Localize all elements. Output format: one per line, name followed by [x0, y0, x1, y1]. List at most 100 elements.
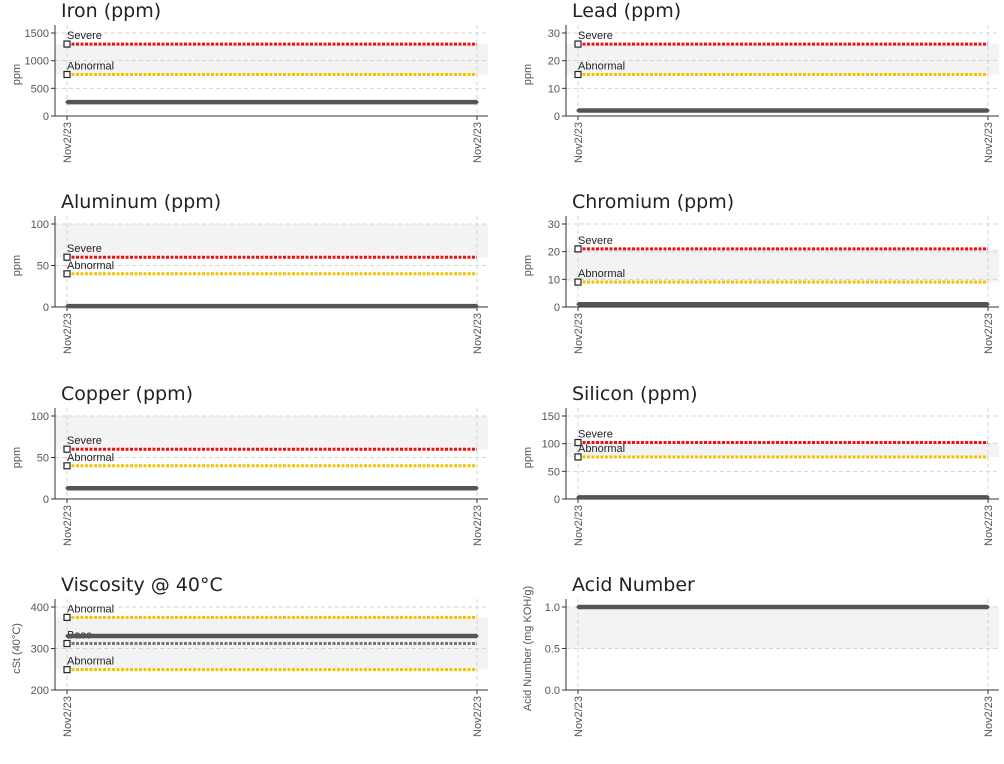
y-tick-label: 50	[37, 453, 49, 465]
y-tick-label: 1000	[25, 56, 49, 68]
chart-svg: 0 50 100 ppm Nov2/23 Nov2/23 Severe Abnormal	[11, 408, 488, 546]
data-point	[986, 108, 990, 112]
limit-band	[55, 416, 488, 450]
limit-marker	[63, 462, 71, 470]
data-point	[65, 634, 69, 638]
x-tick-label: Nov2/23	[472, 122, 484, 163]
x-tick-label: Nov2/23	[983, 122, 995, 163]
y-tick-label: 300	[31, 644, 49, 656]
y-tick-label: 50	[37, 261, 49, 273]
x-tick-label: Nov2/23	[472, 313, 484, 354]
y-tick-label: 0	[554, 494, 560, 506]
limit-label: Abnormal	[578, 443, 625, 455]
y-tick-label: 30	[548, 28, 560, 40]
chart-svg: 0 500 1000 1500 ppm Nov2/23 Nov2/23 Severe Abnor…	[11, 25, 488, 163]
x-tick-label: Nov2/23	[573, 505, 585, 546]
chart-panel: Chromium (ppm) 0 10 20 30 ppm Nov2/23 Nov2/23 Se…	[511, 191, 1004, 381]
y-tick-label: 0	[43, 302, 49, 314]
chart-panel: Viscosity @ 40°C 200 300 400 cSt (40°C) Nov2/…	[0, 574, 500, 764]
y-tick-label: 20	[548, 247, 560, 259]
chart-svg: 0 10 20 30 ppm Nov2/23 Nov2/23 Severe Abnormal	[522, 216, 999, 354]
y-tick-label: 0.5	[545, 644, 560, 656]
chart-panel: Aluminum (ppm) 0 50 100 ppm Nov2/23 Nov2/23 Sev…	[0, 191, 500, 381]
chart-svg: 0 50 100 150 ppm Nov2/23 Nov2/23 Severe Abnormal	[522, 408, 999, 546]
y-tick-label: 10	[548, 83, 560, 95]
x-tick-label: Nov2/23	[62, 122, 74, 163]
chart-panel: Copper (ppm) 0 50 100 ppm Nov2/23 Nov2/23 Sever…	[0, 383, 500, 573]
x-tick-label: Nov2/23	[472, 696, 484, 737]
y-tick-label: 100	[542, 439, 560, 451]
limit-label: Severe	[578, 30, 613, 42]
x-tick-label: Nov2/23	[983, 505, 995, 546]
y-tick-label: 0	[554, 302, 560, 314]
x-tick-label: Nov2/23	[573, 122, 585, 163]
y-tick-label: 100	[31, 411, 49, 423]
limit-label: Severe	[578, 429, 613, 441]
x-tick-label: Nov2/23	[62, 696, 74, 737]
chart-title: Iron (ppm)	[61, 0, 162, 22]
chart-title: Viscosity @ 40°C	[61, 574, 223, 596]
y-tick-label: 400	[31, 602, 49, 614]
limit-label: Severe	[67, 243, 102, 255]
y-tick-label: 1.0	[545, 602, 560, 614]
limit-marker	[574, 278, 582, 286]
chart-title: Silicon (ppm)	[572, 383, 698, 405]
y-tick-label: 0	[43, 111, 49, 123]
x-tick-label: Nov2/23	[983, 696, 995, 737]
data-point	[65, 486, 69, 490]
limit-marker	[63, 270, 71, 278]
data-point	[475, 486, 479, 490]
chart-panel: Acid Number 0.0 0.5 1.0 Acid Number (mg KOH/…	[511, 574, 1004, 764]
y-tick-label: 1500	[25, 28, 49, 40]
limit-label: Abnormal	[67, 452, 114, 464]
limit-marker	[574, 453, 582, 461]
y-axis-label: ppm	[522, 64, 534, 85]
y-axis-label: ppm	[11, 64, 23, 85]
data-point	[576, 108, 580, 112]
y-tick-label: 10	[548, 274, 560, 286]
limit-label: Severe	[67, 30, 102, 42]
data-point	[65, 304, 69, 308]
chart-svg: 0 50 100 ppm Nov2/23 Nov2/23 Severe Abnormal	[11, 216, 488, 354]
chart-svg: 0.0 0.5 1.0 Acid Number (mg KOH/g) Nov2/23 No…	[522, 586, 999, 737]
chart-title: Aluminum (ppm)	[61, 191, 222, 213]
limit-label: Abnormal	[67, 603, 114, 615]
chart-panel: Iron (ppm) 0 500 1000 1500 ppm Nov2/23 Nov2/23 S…	[0, 0, 500, 190]
y-axis-label: ppm	[11, 447, 23, 468]
y-axis-label: ppm	[11, 255, 23, 276]
data-point	[576, 605, 580, 609]
chart-title: Chromium (ppm)	[572, 191, 735, 213]
y-tick-label: 30	[548, 219, 560, 231]
x-tick-label: Nov2/23	[62, 313, 74, 354]
limit-label: Abnormal	[67, 656, 114, 668]
limit-band	[566, 248, 999, 283]
data-point	[65, 100, 69, 104]
limit-marker	[63, 253, 71, 261]
chart-svg: 200 300 400 cSt (40°C) Nov2/23 Nov2/23 Abnorma…	[11, 599, 488, 737]
limit-band	[55, 44, 488, 75]
data-point	[475, 100, 479, 104]
chart-svg: 0 10 20 30 ppm Nov2/23 Nov2/23 Severe Abnormal	[522, 25, 999, 163]
y-tick-label: 50	[548, 466, 560, 478]
y-tick-label: 200	[31, 685, 49, 697]
x-tick-label: Nov2/23	[573, 696, 585, 737]
data-point	[475, 634, 479, 638]
y-tick-label: 20	[548, 56, 560, 68]
y-tick-label: 150	[542, 411, 560, 423]
y-axis-label: ppm	[522, 255, 534, 276]
limit-band	[566, 607, 999, 649]
y-tick-label: 0	[43, 494, 49, 506]
data-point	[576, 302, 580, 306]
x-tick-label: Nov2/23	[573, 313, 585, 354]
limit-marker	[574, 70, 582, 79]
limit-marker	[63, 666, 71, 674]
y-tick-label: 500	[31, 83, 49, 95]
limit-marker	[63, 613, 71, 621]
charts-grid: Iron (ppm) 0 500 1000 1500 ppm Nov2/23 Nov2/23 S…	[0, 0, 1004, 737]
data-point	[475, 304, 479, 308]
limit-label: Abnormal	[578, 61, 625, 73]
x-tick-label: Nov2/23	[983, 313, 995, 354]
limit-band	[55, 224, 488, 258]
limit-label: Severe	[67, 435, 102, 447]
limit-marker	[574, 40, 582, 48]
